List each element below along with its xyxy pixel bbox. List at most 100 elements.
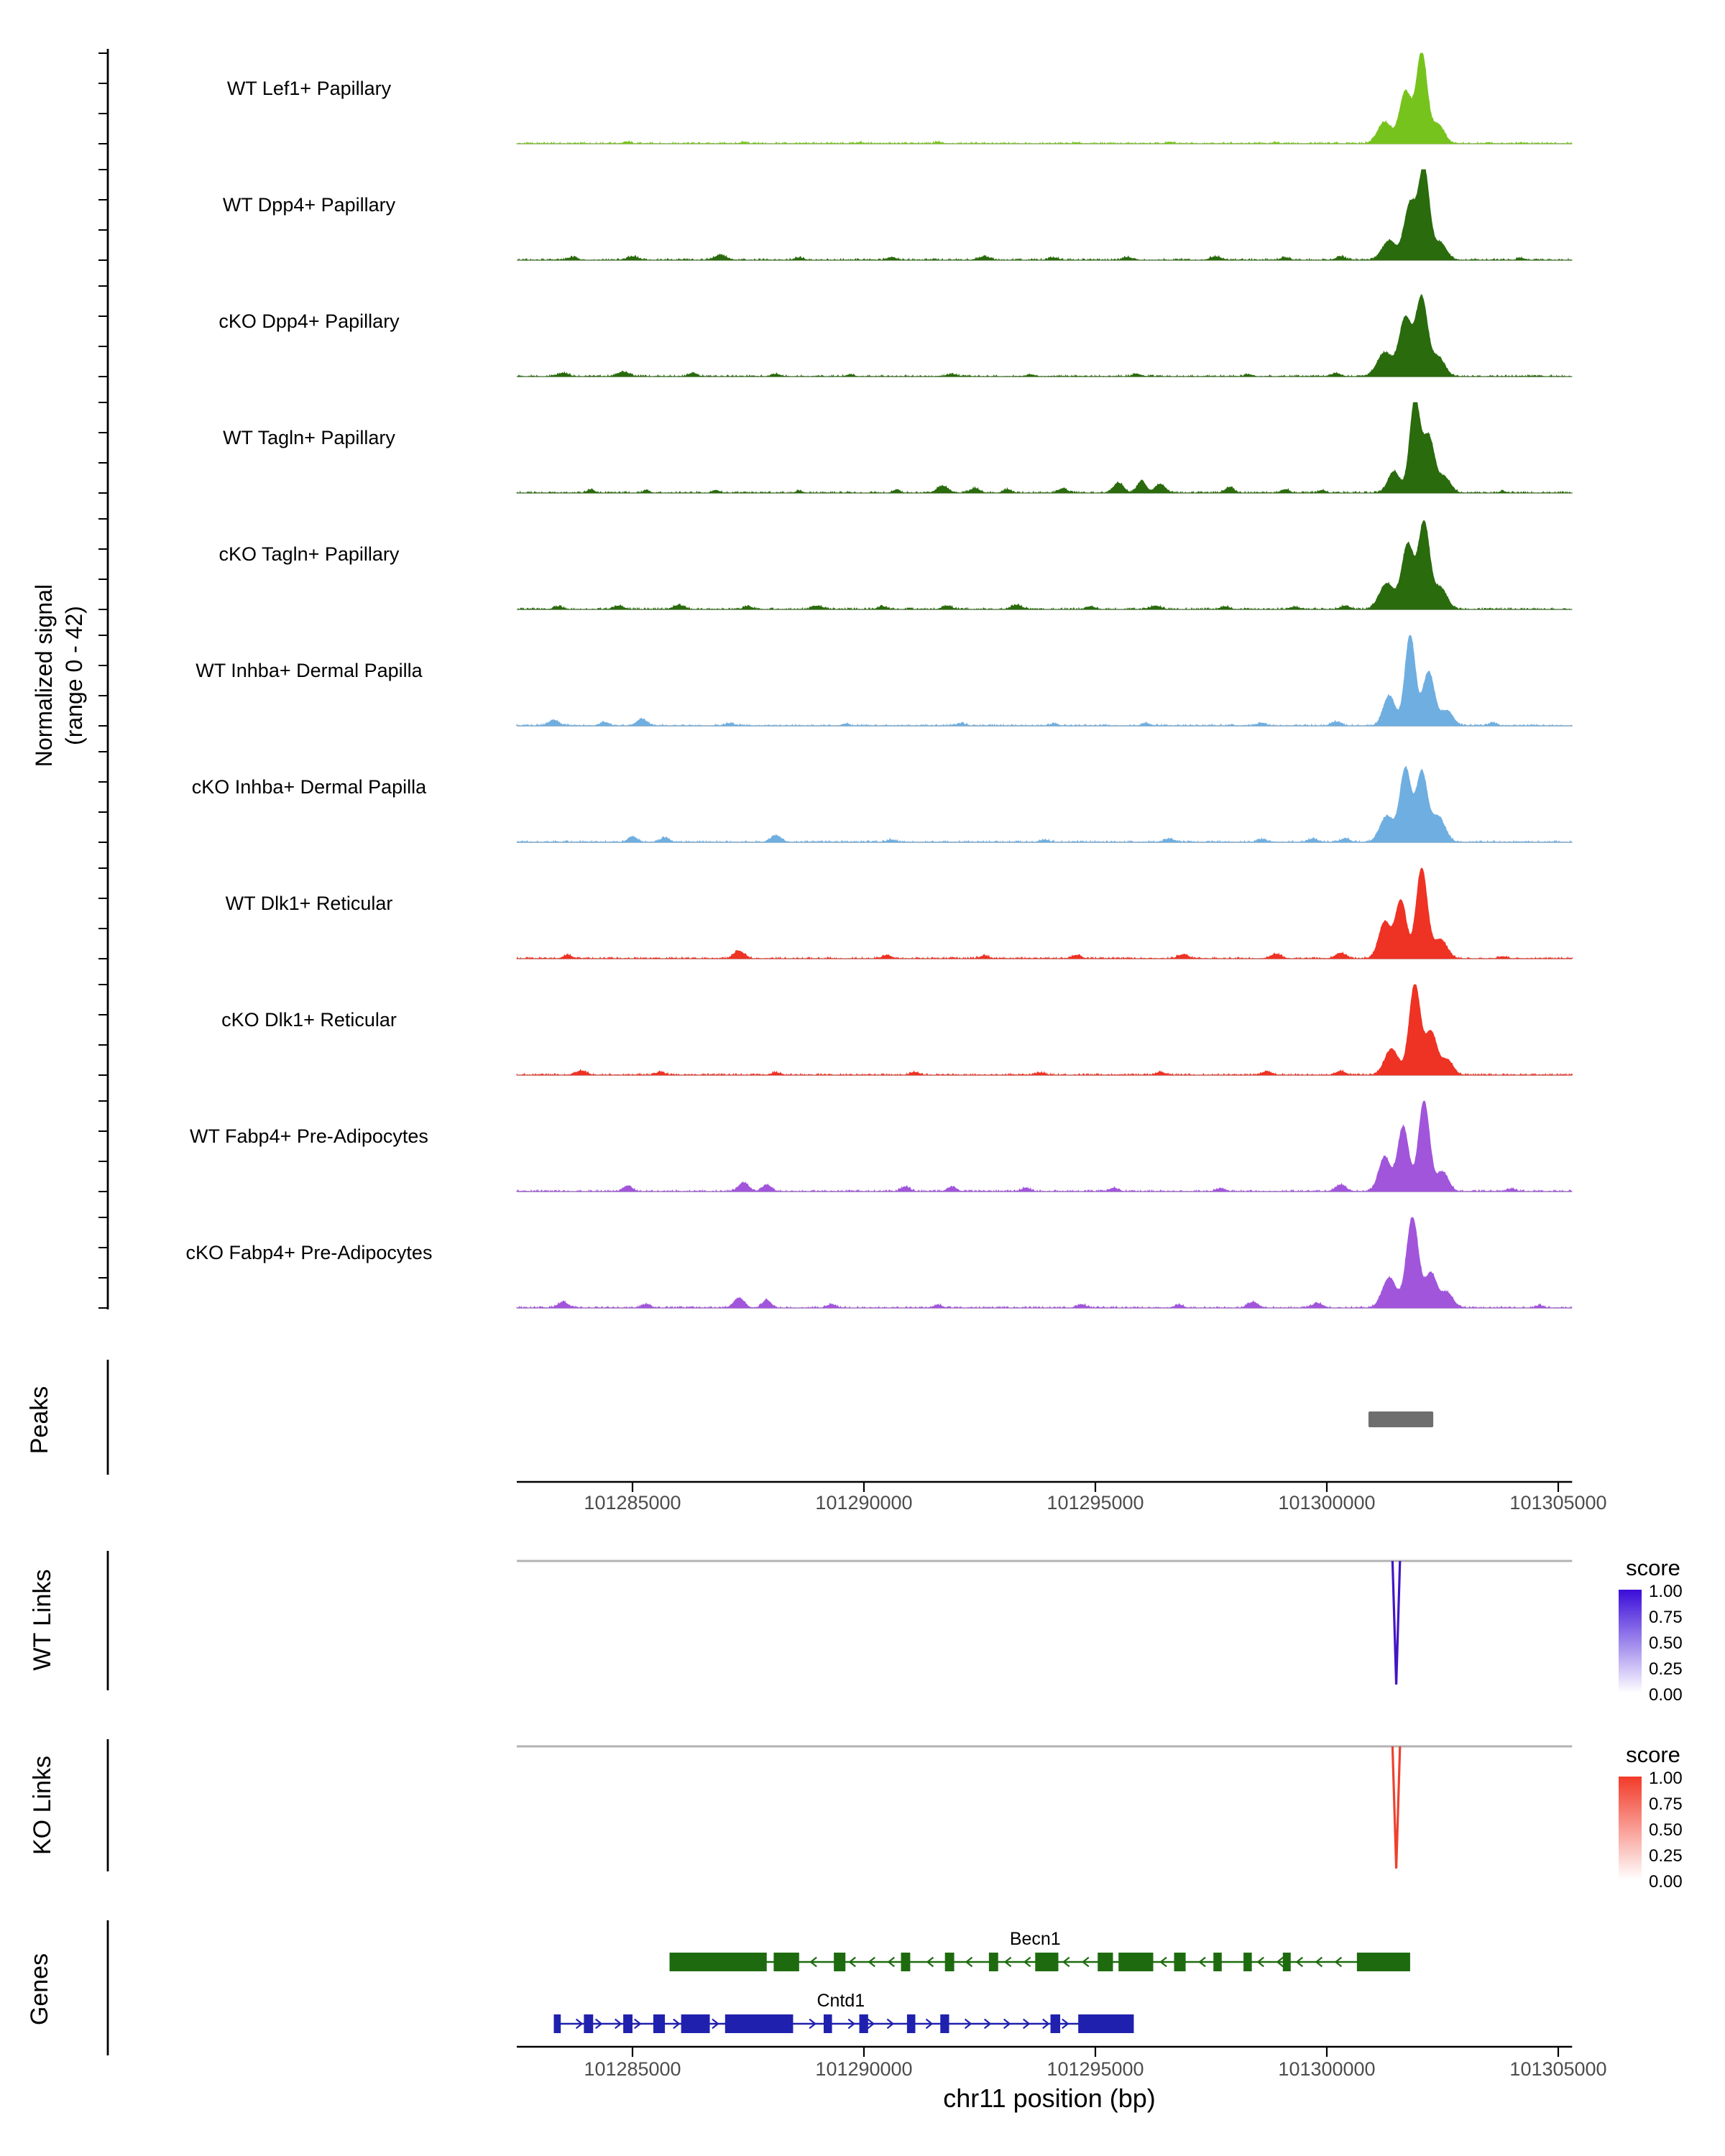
strand-arrow-icon (1003, 1956, 1012, 1968)
track-label-cko-tagln: cKO Tagln+ Papillary (218, 543, 400, 565)
gene-exon (623, 2014, 632, 2033)
gene-exon (988, 1953, 998, 1971)
gene-exon (834, 1953, 846, 1971)
coverage-area-6 (517, 765, 1573, 844)
strand-arrow-icon (1315, 1956, 1323, 1968)
strand-arrow-icon (848, 1956, 856, 1968)
strand-arrow-icon (925, 2018, 934, 2030)
gene-exon (944, 1953, 954, 1971)
track-label-wt-dlk1: WT Dlk1+ Reticular (225, 893, 393, 914)
track-label-cko-inhba: cKO Inhba+ Dermal Papilla (191, 776, 427, 798)
coverage-area-3 (516, 402, 1573, 494)
gene-exon (901, 1953, 911, 1971)
gene-exon (681, 2014, 710, 2033)
strand-arrow-icon (673, 2018, 681, 2030)
link-arc (1391, 1560, 1402, 1685)
x-tick-label: 101305000 (1509, 2058, 1606, 2080)
track-label-wt-lef1: WT Lef1+ Papillary (226, 78, 392, 99)
strand-arrow-icon (1062, 1956, 1070, 1968)
wt-score-legend-title: score (1626, 1557, 1680, 1581)
gene-name-label: Cntd1 (816, 1991, 865, 2011)
gene-exon (1050, 2014, 1061, 2033)
coverage-area-10 (516, 1217, 1573, 1309)
strand-arrow-icon (615, 2018, 622, 2030)
coverage-area-4 (517, 520, 1573, 611)
strand-arrow-icon (926, 1956, 934, 1968)
gene-exon (1098, 1953, 1113, 1971)
gene-exon (1213, 1953, 1222, 1971)
strand-arrow-icon (1003, 2018, 1011, 2030)
coverage-area-7 (516, 867, 1573, 960)
gene-exon (653, 2014, 666, 2033)
gene-name-label: Becn1 (1010, 1929, 1061, 1949)
strand-arrow-icon (1023, 2018, 1031, 2030)
strand-arrow-icon (1256, 1956, 1264, 1968)
coverage-area-2 (517, 293, 1573, 378)
y-axis-label-line2: (range 0 - 42) (63, 606, 88, 745)
gene-exon (1035, 1953, 1059, 1971)
strand-arrow-icon (867, 2018, 875, 2030)
gene-exon (940, 2014, 949, 2033)
strand-arrow-icon (594, 2018, 603, 2030)
y-axis-label: Normalized signal (range 0 - 42) (30, 345, 91, 1006)
peak-region (1368, 1411, 1434, 1427)
gene-exon (584, 2014, 594, 2033)
track-label-wt-fabp4: WT Fabp4+ Pre-Adipocytes (190, 1125, 428, 1147)
gene-exon (1078, 2014, 1134, 2033)
strand-arrow-icon (847, 2018, 856, 2030)
y-axis-label-line1: Normalized signal (33, 584, 58, 768)
coverage-area-0 (515, 52, 1573, 145)
track-label-cko-dpp4: cKO Dpp4+ Papillary (218, 310, 400, 332)
strand-arrow-icon (634, 2018, 642, 2030)
x-axis-title: chr11 position (bp) (943, 2084, 1156, 2113)
strand-arrow-icon (868, 1956, 875, 1968)
x-tick-label: 101290000 (815, 2058, 912, 2080)
x-tick-label: 101300000 (1278, 1492, 1375, 1514)
coverage-area-5 (516, 635, 1573, 727)
strand-arrow-icon (1198, 1956, 1206, 1968)
gene-cntd1: Cntd1 (553, 1991, 1134, 2033)
gene-exon (553, 2014, 561, 2033)
peaks-section-label: Peaks (26, 1386, 53, 1455)
score-legend-tick-label: 0.75 (1649, 1795, 1683, 1814)
gene-exon (1243, 1953, 1252, 1971)
gene-exon (724, 2014, 794, 2033)
gene-exon (906, 2014, 916, 2033)
strand-arrow-icon (1334, 1956, 1343, 1968)
wt-links-section-label: WT Links (29, 1569, 56, 1671)
score-legend-tick-label: 0.25 (1649, 1846, 1683, 1866)
strand-arrow-icon (965, 1956, 973, 1968)
strand-arrow-icon (575, 2018, 584, 2030)
x-tick-label: 101305000 (1509, 1492, 1606, 1514)
link-arc (1391, 1746, 1402, 1869)
coverage-area-8 (516, 984, 1573, 1077)
gene-exon (773, 1953, 799, 1971)
x-tick-label: 101290000 (815, 1492, 912, 1514)
strand-arrow-icon (887, 1956, 895, 1968)
ko-score-legend-title: score (1626, 1743, 1680, 1768)
coverage-area-9 (516, 1100, 1573, 1193)
score-legend-bar (1619, 1590, 1642, 1693)
x-tick-label: 101295000 (1046, 2058, 1144, 2080)
score-legend-bar (1619, 1777, 1642, 1880)
strand-arrow-icon (983, 2018, 992, 2030)
x-tick-label: 101300000 (1278, 2058, 1375, 2080)
track-label-wt-inhba: WT Inhba+ Dermal Papilla (196, 660, 423, 681)
track-label-wt-dpp4: WT Dpp4+ Papillary (222, 194, 396, 216)
gene-exon (669, 1953, 767, 1971)
strand-arrow-icon (964, 2018, 972, 2030)
strand-arrow-icon (1042, 2018, 1050, 2030)
gene-exon (1356, 1953, 1410, 1971)
ko-links-section-label: KO Links (29, 1756, 56, 1855)
genes-section-label: Genes (26, 1953, 53, 2026)
coverage-area-1 (517, 169, 1573, 262)
score-legend-tick-label: 0.75 (1649, 1608, 1683, 1627)
gene-exon (1282, 1953, 1291, 1971)
x-tick-label: 101295000 (1046, 1492, 1144, 1514)
strand-arrow-icon (712, 2018, 719, 2030)
strand-arrow-icon (1276, 1956, 1284, 1968)
score-legend-tick-label: 0.25 (1649, 1659, 1683, 1679)
strand-arrow-icon (1295, 1956, 1304, 1968)
